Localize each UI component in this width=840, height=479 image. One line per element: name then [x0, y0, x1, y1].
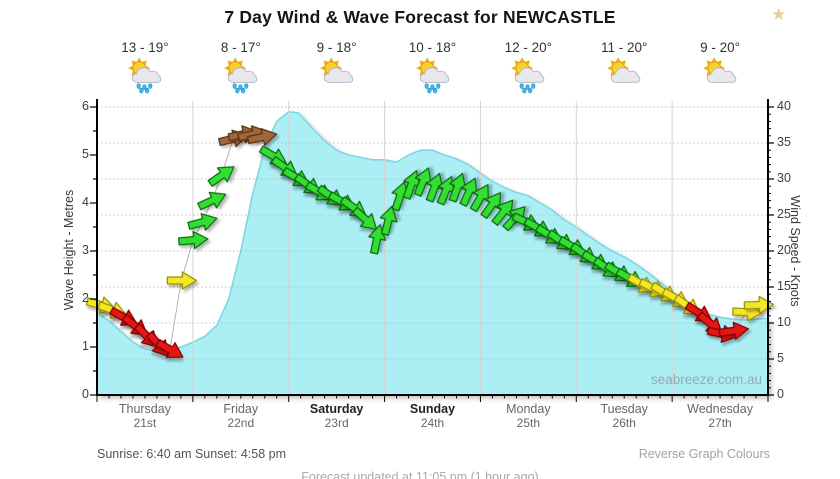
daily-temp-range: 12 - 20° [504, 40, 553, 55]
favorite-star-icon[interactable]: ★ [771, 5, 787, 24]
wave-axis-tick-label: 3 [82, 243, 89, 257]
sun-cloud-icon [607, 57, 641, 83]
wind-arrow-icon [469, 184, 489, 213]
wind-arrow-icon [197, 191, 227, 211]
wave-axis-tick-label: 2 [82, 291, 89, 305]
wind-axis-tick-label: 20 [777, 243, 791, 257]
wind-arrow-icon [177, 230, 209, 250]
wind-arrow-icon [480, 191, 502, 220]
wave-axis-tick-label: 4 [82, 195, 89, 209]
x-axis-day-label: Saturday [309, 402, 364, 416]
x-axis-date-label: 25th [516, 416, 541, 430]
page-title: 7 Day Wind & Wave Forecast for NEWCASTLE [224, 7, 616, 27]
x-axis-date-label: 24th [420, 416, 445, 430]
daily-temp-range: 13 - 19° [121, 40, 169, 55]
daily-temp-range: 9 - 18° [316, 40, 357, 55]
x-axis-date-label: 21st [133, 416, 157, 430]
wind-axis-tick-label: 0 [777, 387, 784, 401]
x-axis-date-label: 23rd [324, 416, 349, 430]
x-axis-date-label: 22nd [227, 416, 255, 430]
sunrise-sunset-text: Sunrise: 6:40 am Sunset: 4:58 pm [97, 447, 286, 461]
sun-cloud-icon [703, 57, 737, 83]
x-axis-day-label: Friday [223, 402, 259, 416]
wind-axis-tick-label: 40 [777, 99, 791, 113]
sun-cloud-rain-icon [128, 57, 162, 94]
x-axis-day-label: Monday [506, 402, 551, 416]
wind-arrow-icon [718, 321, 750, 340]
daily-temp-range: 10 - 18° [408, 40, 457, 55]
wave-axis-tick-label: 0 [82, 387, 89, 401]
wave-axis-tick-label: 5 [82, 147, 89, 161]
wind-arrow-icon [166, 271, 198, 290]
x-axis-date-label: 26th [612, 416, 636, 430]
wind-arrow-icon [743, 295, 775, 315]
forecast-updated-text: Forecast updated at 11:05 pm (1 hour ago… [301, 470, 539, 479]
wind-axis-tick-label: 10 [777, 315, 791, 329]
wind-arrow-icon [352, 206, 378, 230]
wind-axis-tick-label: 25 [777, 207, 791, 221]
wind-arrow-icon [246, 128, 278, 146]
wind-axis-tick-label: 5 [777, 351, 784, 365]
x-axis-date-label: 27th [708, 416, 732, 430]
wind-arrow-icon [155, 338, 184, 359]
wind-axis-tick-label: 30 [777, 171, 791, 185]
wind-arrow-icon [207, 166, 235, 187]
wave-axis-tick-label: 6 [82, 99, 89, 113]
wind-axis-tick-label: 15 [777, 279, 791, 293]
sun-cloud-rain-icon [511, 57, 545, 94]
x-axis-day-label: Sunday [409, 402, 456, 416]
wind-arrow-icon [459, 177, 478, 207]
wind-arrow-icon [491, 199, 514, 226]
wind-arrow-icon [187, 213, 218, 231]
daily-temp-range: 8 - 17° [220, 40, 261, 55]
wind-arrow-icon [379, 205, 398, 236]
daily-temp-range: 9 - 20° [700, 40, 741, 55]
sun-cloud-icon [319, 57, 353, 83]
wind-arrow-icon [448, 172, 467, 203]
wind-axis-tick-label: 35 [777, 135, 791, 149]
wave-height-area [96, 111, 769, 396]
daily-temp-range: 11 - 20° [600, 40, 648, 55]
x-axis-day-label: Thursday [118, 402, 171, 416]
reverse-graph-colours-link[interactable]: Reverse Graph Colours [638, 447, 770, 461]
x-axis-day-label: Wednesday [687, 402, 753, 416]
watermark: seabreeze.com.au [651, 372, 762, 387]
wave-axis-tick-label: 1 [82, 339, 89, 353]
sun-cloud-rain-icon [223, 57, 258, 94]
wind-speed-axis-title: Wind Speed - Knots [788, 195, 802, 307]
sun-cloud-rain-icon [415, 57, 449, 94]
x-axis-day-label: Tuesday [600, 402, 648, 416]
wind-arrow-icon [413, 167, 432, 197]
wind-arrow-icon [425, 172, 444, 203]
